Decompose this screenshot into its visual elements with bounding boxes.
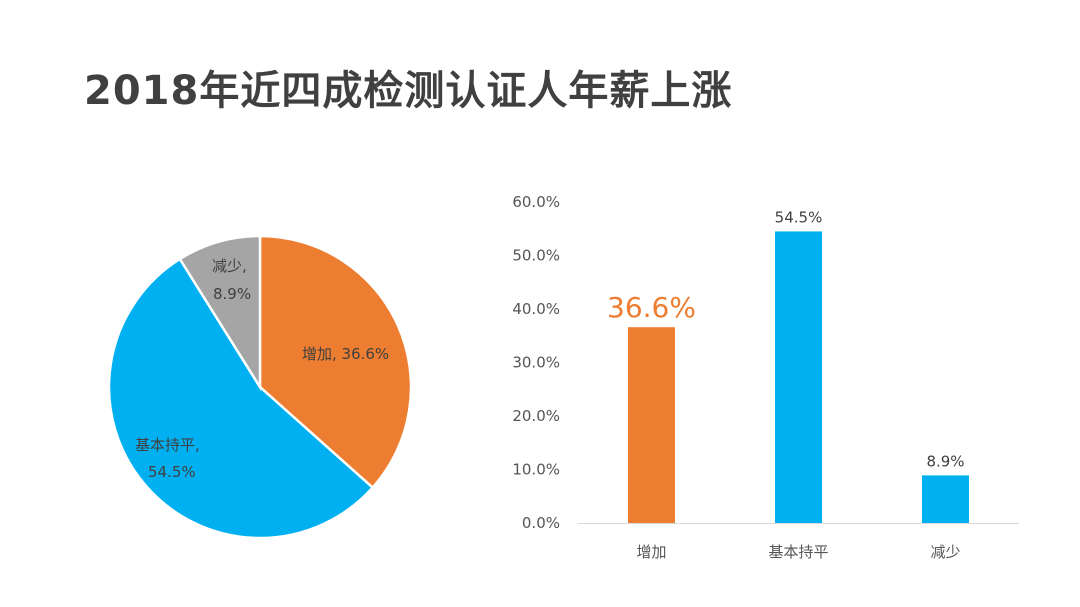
x-category-label: 基本持平 — [768, 543, 828, 561]
bar-data-label-2: 8.9% — [926, 452, 964, 470]
y-tick-label: 50.0% — [512, 247, 560, 265]
bar-1 — [775, 231, 822, 524]
bar-0 — [628, 327, 675, 523]
pie-slice-2 — [178, 234, 262, 392]
page-title: 2018年近四成检测认证人年薪上涨 — [84, 68, 733, 114]
y-tick-label: 20.0% — [512, 407, 560, 425]
pie-label-decrease-line2: 8.9% — [213, 285, 251, 303]
y-tick-label: 30.0% — [512, 354, 560, 372]
pie-label-increase: 增加, 36.6% — [302, 345, 389, 363]
y-tick-label: 10.0% — [512, 461, 560, 479]
x-category-label: 减少 — [930, 543, 960, 561]
pie-slice-1 — [107, 257, 375, 540]
pie-slice-0 — [258, 234, 413, 490]
y-tick-label: 60.0% — [512, 193, 560, 211]
bar-data-label-1: 54.5% — [775, 208, 823, 226]
y-tick-label: 0.0% — [522, 514, 560, 532]
x-category-label: 增加 — [636, 543, 666, 561]
bar-data-label-0: 36.6% — [607, 291, 696, 324]
pie-label-flat-line1: 基本持平, — [135, 436, 200, 454]
pie-label-flat-line2: 54.5% — [148, 463, 196, 481]
pie-label-decrease-line1: 减少, — [212, 257, 247, 275]
y-tick-label: 40.0% — [512, 300, 560, 318]
bar-2 — [922, 475, 969, 523]
